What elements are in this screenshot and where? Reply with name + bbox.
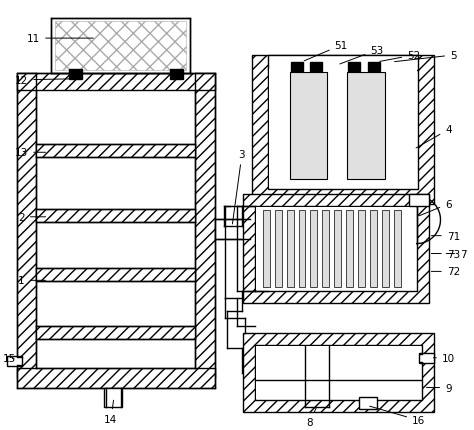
Bar bbox=[36, 269, 195, 282]
Bar bbox=[256, 207, 416, 291]
Bar bbox=[269, 70, 417, 189]
Bar bbox=[310, 210, 318, 288]
Bar bbox=[310, 63, 322, 72]
Bar bbox=[370, 210, 377, 288]
Bar bbox=[268, 56, 418, 71]
Text: 13: 13 bbox=[15, 148, 46, 158]
Bar bbox=[268, 69, 418, 190]
Text: 2: 2 bbox=[18, 212, 46, 222]
Text: 71: 71 bbox=[431, 231, 460, 241]
Text: 4: 4 bbox=[416, 125, 452, 149]
Bar bbox=[382, 210, 389, 288]
Bar bbox=[195, 74, 215, 378]
Text: 14: 14 bbox=[104, 400, 118, 424]
Bar bbox=[36, 209, 195, 222]
Bar bbox=[17, 368, 215, 387]
Text: 8: 8 bbox=[306, 408, 316, 427]
Bar bbox=[348, 63, 360, 72]
Bar bbox=[55, 22, 186, 71]
Bar bbox=[394, 210, 401, 288]
Bar bbox=[291, 63, 302, 72]
Bar bbox=[171, 70, 183, 80]
Bar bbox=[252, 56, 434, 204]
Bar bbox=[36, 145, 195, 158]
Bar bbox=[255, 206, 417, 292]
Bar bbox=[419, 353, 434, 363]
Bar bbox=[359, 397, 377, 409]
Bar bbox=[368, 63, 380, 72]
Text: 51: 51 bbox=[304, 41, 348, 61]
Bar bbox=[334, 210, 341, 288]
Bar bbox=[36, 326, 195, 339]
Text: 1: 1 bbox=[18, 276, 46, 286]
Bar bbox=[215, 219, 250, 239]
Bar bbox=[7, 356, 22, 366]
Bar bbox=[69, 70, 82, 80]
Bar bbox=[409, 194, 428, 206]
Bar bbox=[275, 210, 282, 288]
Text: 9: 9 bbox=[427, 383, 452, 393]
Bar bbox=[256, 346, 420, 399]
Text: 3: 3 bbox=[232, 150, 245, 224]
Text: 16: 16 bbox=[370, 406, 425, 425]
Text: 10: 10 bbox=[433, 353, 455, 363]
Text: 52: 52 bbox=[380, 51, 420, 62]
Text: 73: 73 bbox=[431, 249, 460, 259]
Bar bbox=[17, 74, 215, 91]
Bar bbox=[243, 333, 434, 412]
Bar bbox=[322, 210, 329, 288]
Text: 12: 12 bbox=[15, 76, 71, 86]
Text: 6: 6 bbox=[419, 200, 452, 216]
Bar bbox=[255, 345, 422, 400]
Bar bbox=[347, 73, 385, 180]
Bar bbox=[104, 387, 122, 408]
Text: 53: 53 bbox=[340, 46, 383, 65]
Bar bbox=[358, 210, 365, 288]
Text: 72: 72 bbox=[431, 267, 460, 277]
Bar bbox=[17, 74, 36, 378]
Bar bbox=[346, 210, 353, 288]
Bar bbox=[36, 91, 195, 368]
Bar bbox=[51, 19, 191, 74]
Bar bbox=[290, 73, 328, 180]
Text: 7: 7 bbox=[446, 249, 466, 259]
Bar bbox=[299, 210, 306, 288]
Text: 15: 15 bbox=[3, 353, 16, 363]
Text: 5: 5 bbox=[395, 51, 457, 62]
Bar bbox=[263, 210, 270, 288]
Bar bbox=[243, 194, 428, 304]
Text: 11: 11 bbox=[27, 34, 93, 44]
Bar bbox=[287, 210, 293, 288]
